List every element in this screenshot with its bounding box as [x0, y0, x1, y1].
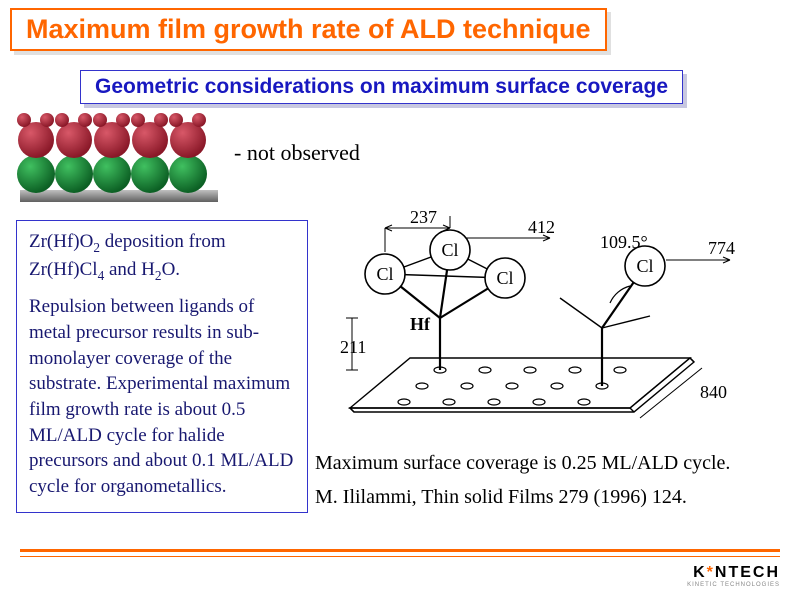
logo-subtitle: KINETIC TECHNOLOGIES	[687, 582, 780, 588]
logo: K*NTECH KINETIC TECHNOLOGIES	[687, 564, 780, 588]
molecular-diagram: Cl Cl Cl Cl Hf 237 412 109.5° 774 211 84…	[310, 208, 780, 438]
caption-coverage: Maximum surface coverage is 0.25 ML/ALD …	[315, 452, 730, 475]
svg-text:Cl: Cl	[496, 268, 513, 288]
footer-rule-thick	[20, 549, 780, 552]
svg-text:237: 237	[410, 208, 437, 227]
txt: O.	[162, 259, 180, 280]
info-box: Zr(Hf)O2 deposition from Zr(Hf)Cl4 and H…	[16, 220, 308, 513]
info-paragraph: Repulsion between ligands of metal precu…	[29, 294, 295, 499]
subtitle: Geometric considerations on maximum surf…	[95, 75, 668, 98]
spheres-illustration	[14, 112, 224, 206]
txt: Zr(Hf)O	[29, 231, 93, 252]
title-box: Maximum film growth rate of ALD techniqu…	[10, 8, 607, 51]
svg-text:Hf: Hf	[410, 314, 431, 334]
logo-pre: K	[693, 564, 707, 581]
svg-text:Cl: Cl	[441, 240, 458, 260]
logo-post: NTECH	[715, 564, 780, 581]
txt: and H	[104, 259, 155, 280]
logo-star-icon: *	[707, 564, 715, 581]
svg-text:774: 774	[708, 238, 735, 258]
footer-rule-thin	[20, 556, 780, 557]
svg-text:109.5°: 109.5°	[600, 232, 648, 252]
not-observed-text: - not observed	[234, 140, 360, 166]
svg-text:840: 840	[700, 382, 727, 402]
subtitle-box: Geometric considerations on maximum surf…	[80, 70, 683, 104]
page-title: Maximum film growth rate of ALD techniqu…	[26, 14, 591, 44]
svg-text:Cl: Cl	[376, 264, 393, 284]
svg-text:211: 211	[340, 337, 366, 357]
svg-text:Cl: Cl	[636, 256, 653, 276]
sub: 2	[155, 268, 162, 283]
caption-citation: M. Ililammi, Thin solid Films 279 (1996)…	[315, 486, 687, 509]
info-text: Zr(Hf)O2 deposition from Zr(Hf)Cl4 and H…	[29, 229, 295, 500]
svg-text:412: 412	[528, 217, 555, 237]
